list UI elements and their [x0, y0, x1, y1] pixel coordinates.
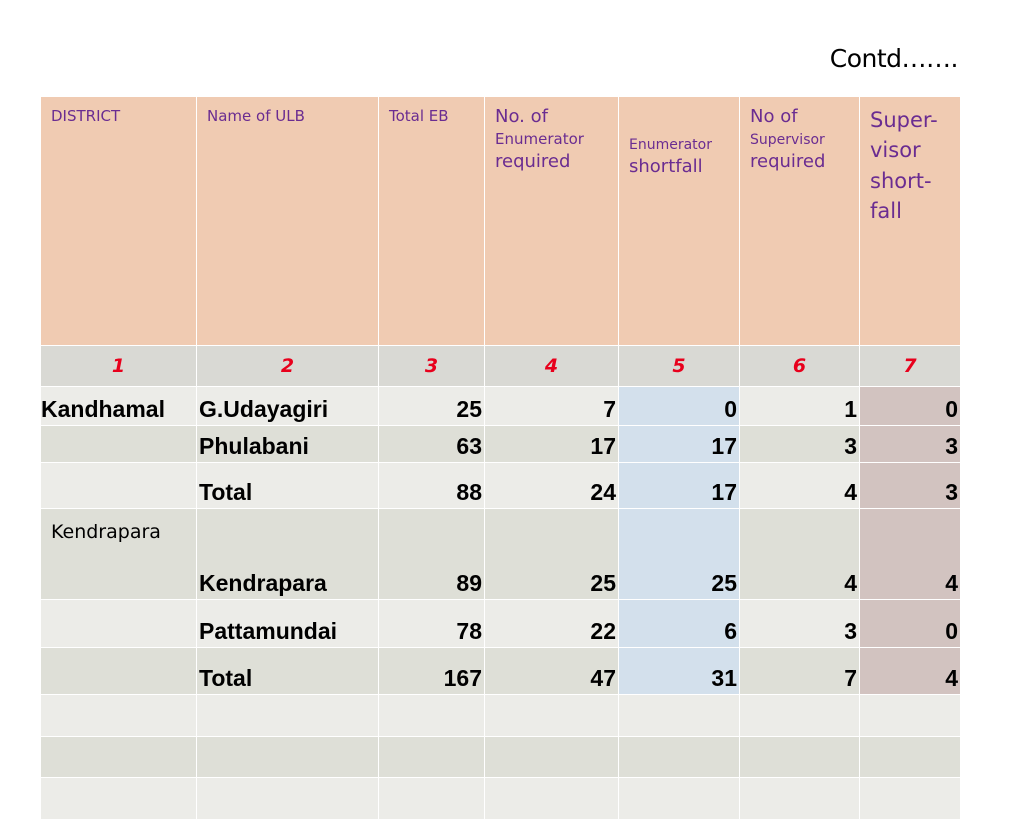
- header-enumerator-shortfall: Enumerator shortfall: [618, 96, 740, 346]
- empty-cell: [859, 736, 961, 778]
- enumerator-shortfall-cell: 6: [618, 599, 740, 648]
- continued-label: Contd…….: [829, 44, 959, 73]
- ulb-cell: G.Udayagiri: [196, 386, 379, 426]
- header-row: DISTRICT Name of ULB Total EB No. of Enu…: [40, 96, 961, 346]
- enumerator-required-cell: 25: [484, 508, 619, 600]
- table-row: Total 88 24 17 4 3: [40, 462, 961, 509]
- supervisor-required-cell: 4: [739, 462, 860, 509]
- enumerator-required-cell: 22: [484, 599, 619, 648]
- header-district: DISTRICT: [40, 96, 197, 346]
- column-number: 7: [859, 345, 961, 387]
- empty-cell: [618, 694, 740, 737]
- supervisor-shortfall-cell: 0: [859, 599, 961, 648]
- enumerator-required-cell: 24: [484, 462, 619, 509]
- total-eb-cell: 25: [378, 386, 485, 426]
- header-total-eb: Total EB: [378, 96, 485, 346]
- empty-cell: [378, 736, 485, 778]
- district-cell: [40, 647, 197, 695]
- total-eb-cell: 78: [378, 599, 485, 648]
- header-ulb: Name of ULB: [196, 96, 379, 346]
- supervisor-required-cell: 3: [739, 425, 860, 463]
- empty-cell: [859, 694, 961, 737]
- enumerator-shortfall-cell: 17: [618, 425, 740, 463]
- ulb-cell: Pattamundai: [196, 599, 379, 648]
- district-cell: [40, 462, 197, 509]
- total-eb-cell: 63: [378, 425, 485, 463]
- ulb-cell: Phulabani: [196, 425, 379, 463]
- empty-cell: [618, 736, 740, 778]
- empty-cell: [196, 694, 379, 737]
- supervisor-shortfall-cell: 3: [859, 462, 961, 509]
- column-number-row: 1 2 3 4 5 6 7: [40, 345, 961, 387]
- empty-cell: [739, 777, 860, 820]
- ulb-enumerator-table: DISTRICT Name of ULB Total EB No. of Enu…: [40, 96, 961, 820]
- table-row: Kandhamal G.Udayagiri 25 7 0 1 0: [40, 386, 961, 426]
- table-row: Kendrapara Kendrapara 89 25 25 4 4: [40, 508, 961, 600]
- header-supervisor-required: No of Supervisor required: [739, 96, 860, 346]
- empty-row: [40, 694, 961, 737]
- empty-cell: [484, 777, 619, 820]
- empty-cell: [378, 694, 485, 737]
- column-number: 2: [196, 345, 379, 387]
- table-row: Pattamundai 78 22 6 3 0: [40, 599, 961, 648]
- supervisor-required-cell: 7: [739, 647, 860, 695]
- total-eb-cell: 88: [378, 462, 485, 509]
- empty-cell: [484, 694, 619, 737]
- total-eb-cell: 167: [378, 647, 485, 695]
- empty-cell: [196, 736, 379, 778]
- supervisor-shortfall-cell: 4: [859, 647, 961, 695]
- enumerator-shortfall-cell: 31: [618, 647, 740, 695]
- empty-row: [40, 777, 961, 820]
- empty-cell: [378, 777, 485, 820]
- empty-cell: [40, 777, 197, 820]
- empty-cell: [739, 736, 860, 778]
- ulb-cell: Kendrapara: [196, 508, 379, 600]
- header-enumerator-required: No. of Enumerator required: [484, 96, 619, 346]
- supervisor-shortfall-cell: 0: [859, 386, 961, 426]
- header-supervisor-shortfall: Super- visor short- fall: [859, 96, 961, 346]
- column-number: 4: [484, 345, 619, 387]
- supervisor-required-cell: 3: [739, 599, 860, 648]
- supervisor-required-cell: 4: [739, 508, 860, 600]
- empty-cell: [40, 736, 197, 778]
- empty-cell: [40, 694, 197, 737]
- enumerator-required-cell: 17: [484, 425, 619, 463]
- column-number: 6: [739, 345, 860, 387]
- district-cell: [40, 425, 197, 463]
- enumerator-required-cell: 47: [484, 647, 619, 695]
- column-number: 3: [378, 345, 485, 387]
- enumerator-shortfall-cell: 0: [618, 386, 740, 426]
- ulb-cell: Total: [196, 647, 379, 695]
- enumerator-required-cell: 7: [484, 386, 619, 426]
- empty-cell: [859, 777, 961, 820]
- district-cell: Kandhamal: [40, 386, 197, 426]
- ulb-cell: Total: [196, 462, 379, 509]
- district-cell: [40, 599, 197, 648]
- supervisor-required-cell: 1: [739, 386, 860, 426]
- empty-row: [40, 736, 961, 778]
- enumerator-shortfall-cell: 17: [618, 462, 740, 509]
- column-number: 1: [40, 345, 197, 387]
- empty-cell: [196, 777, 379, 820]
- column-number: 5: [618, 345, 740, 387]
- empty-cell: [739, 694, 860, 737]
- table-row: Phulabani 63 17 17 3 3: [40, 425, 961, 463]
- district-cell: Kendrapara: [40, 508, 197, 600]
- enumerator-shortfall-cell: 25: [618, 508, 740, 600]
- table-row: Total 167 47 31 7 4: [40, 647, 961, 695]
- empty-cell: [484, 736, 619, 778]
- total-eb-cell: 89: [378, 508, 485, 600]
- empty-cell: [618, 777, 740, 820]
- supervisor-shortfall-cell: 3: [859, 425, 961, 463]
- supervisor-shortfall-cell: 4: [859, 508, 961, 600]
